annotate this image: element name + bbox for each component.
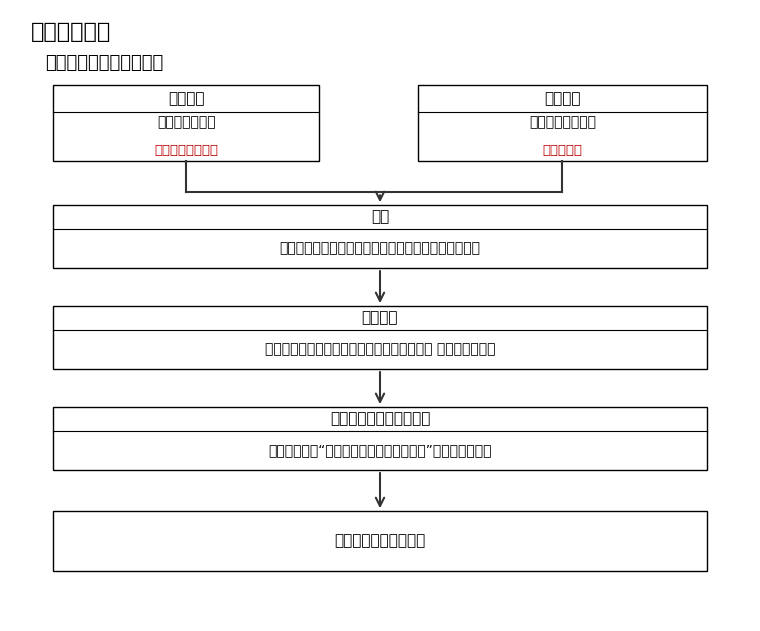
- FancyBboxPatch shape: [53, 407, 707, 470]
- Text: 灰浆饱满灰缝满足要求: 灰浆饱满灰缝满足要求: [334, 534, 426, 548]
- Text: 放线准确偏差复合规范要去弹出平面位置线、立皮数杆: 放线准确偏差复合规范要去弹出平面位置线、立皮数杆: [280, 242, 480, 256]
- Text: 放线: 放线: [371, 209, 389, 225]
- FancyBboxPatch shape: [53, 306, 707, 369]
- Text: 合格证、复检报告: 合格证、复检报告: [529, 115, 596, 129]
- FancyBboxPatch shape: [418, 85, 707, 161]
- Text: 原材检验: 原材检验: [544, 91, 581, 106]
- Text: 找平、清扫、湿润: 找平、清扫、湿润: [154, 144, 218, 156]
- Text: 挂线（单面或外手挂线）: 挂线（单面或外手挂线）: [330, 411, 430, 427]
- Text: 复试、试配: 复试、试配: [543, 144, 582, 156]
- FancyBboxPatch shape: [53, 205, 707, 268]
- FancyBboxPatch shape: [53, 511, 707, 571]
- Text: 五、操作工艺: 五、操作工艺: [30, 22, 111, 42]
- Text: 排砖摇底: 排砖摇底: [362, 310, 398, 326]
- Text: 配砖和砂浆厅度符合规范要求合理选砖、排砖 、上下错缝携接: 配砖和砂浆厅度符合规范要求合理选砖、排砖 、上下错缝携接: [264, 343, 496, 357]
- Text: 线条垂直做到“上跟线，下跟棱，左右对平”，墙面随时校正: 线条垂直做到“上跟线，下跟棱，左右对平”，墙面随时校正: [268, 444, 492, 457]
- Text: 基层清扫、湿润: 基层清扫、湿润: [157, 115, 216, 129]
- Text: 基层处理: 基层处理: [168, 91, 204, 106]
- Text: 砖筑工程施工工艺流程：: 砖筑工程施工工艺流程：: [46, 54, 164, 72]
- FancyBboxPatch shape: [53, 85, 319, 161]
